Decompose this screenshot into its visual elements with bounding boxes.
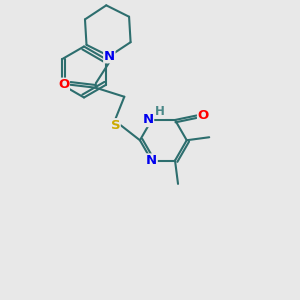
Text: O: O bbox=[198, 109, 209, 122]
Text: O: O bbox=[58, 78, 69, 91]
Text: N: N bbox=[146, 154, 157, 167]
Text: N: N bbox=[142, 113, 154, 127]
Text: S: S bbox=[110, 119, 120, 132]
Text: H: H bbox=[155, 105, 165, 118]
Text: N: N bbox=[104, 50, 115, 63]
